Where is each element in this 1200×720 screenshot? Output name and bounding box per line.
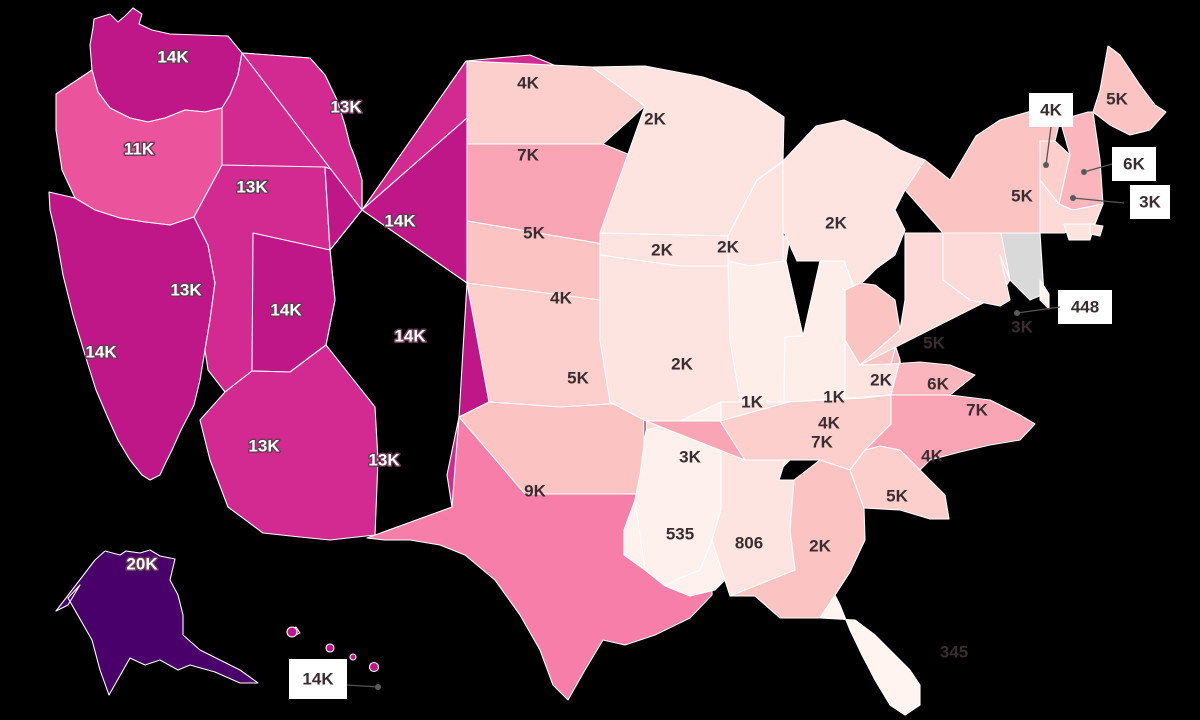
svg-text:14K: 14K bbox=[394, 326, 426, 345]
svg-text:11K: 11K bbox=[124, 139, 155, 158]
svg-text:4K: 4K bbox=[921, 446, 943, 465]
svg-text:2K: 2K bbox=[651, 240, 673, 259]
svg-text:14K: 14K bbox=[302, 669, 334, 688]
svg-text:4K: 4K bbox=[1040, 100, 1062, 119]
svg-text:2K: 2K bbox=[644, 109, 666, 128]
svg-text:1K: 1K bbox=[823, 387, 845, 406]
svg-text:13K: 13K bbox=[368, 450, 400, 469]
svg-text:5K: 5K bbox=[1106, 89, 1128, 108]
svg-text:2K: 2K bbox=[825, 213, 847, 232]
svg-text:7K: 7K bbox=[517, 145, 539, 164]
svg-text:5K: 5K bbox=[523, 223, 545, 242]
svg-text:7K: 7K bbox=[966, 400, 988, 419]
svg-text:14K: 14K bbox=[85, 342, 117, 361]
svg-text:535: 535 bbox=[666, 524, 694, 543]
svg-text:13K: 13K bbox=[236, 177, 268, 196]
svg-text:806: 806 bbox=[735, 533, 763, 552]
svg-text:14K: 14K bbox=[384, 211, 416, 230]
svg-text:5K: 5K bbox=[567, 368, 589, 387]
svg-text:2K: 2K bbox=[717, 237, 739, 256]
svg-text:9K: 9K bbox=[524, 481, 546, 500]
svg-text:6K: 6K bbox=[927, 374, 949, 393]
svg-text:2K: 2K bbox=[809, 536, 831, 555]
svg-text:3K: 3K bbox=[1139, 192, 1161, 211]
svg-text:5K: 5K bbox=[886, 486, 908, 505]
svg-text:7K: 7K bbox=[811, 432, 833, 451]
svg-text:13K: 13K bbox=[170, 280, 202, 299]
svg-text:4K: 4K bbox=[517, 73, 539, 92]
svg-text:5K: 5K bbox=[1011, 186, 1033, 205]
svg-text:14K: 14K bbox=[157, 47, 189, 66]
svg-text:13K: 13K bbox=[330, 97, 362, 116]
svg-text:20K: 20K bbox=[126, 554, 158, 573]
svg-text:2K: 2K bbox=[870, 370, 892, 389]
svg-text:448: 448 bbox=[1071, 297, 1099, 316]
svg-text:345: 345 bbox=[940, 642, 968, 661]
svg-text:1K: 1K bbox=[741, 392, 763, 411]
svg-text:5K: 5K bbox=[923, 333, 945, 352]
svg-text:13K: 13K bbox=[248, 436, 280, 455]
svg-text:4K: 4K bbox=[818, 413, 840, 432]
svg-text:3K: 3K bbox=[1011, 317, 1033, 336]
svg-text:6K: 6K bbox=[1123, 154, 1145, 173]
svg-text:4K: 4K bbox=[550, 288, 572, 307]
svg-text:3K: 3K bbox=[679, 447, 701, 466]
svg-text:14K: 14K bbox=[270, 300, 302, 319]
svg-text:2K: 2K bbox=[671, 354, 693, 373]
